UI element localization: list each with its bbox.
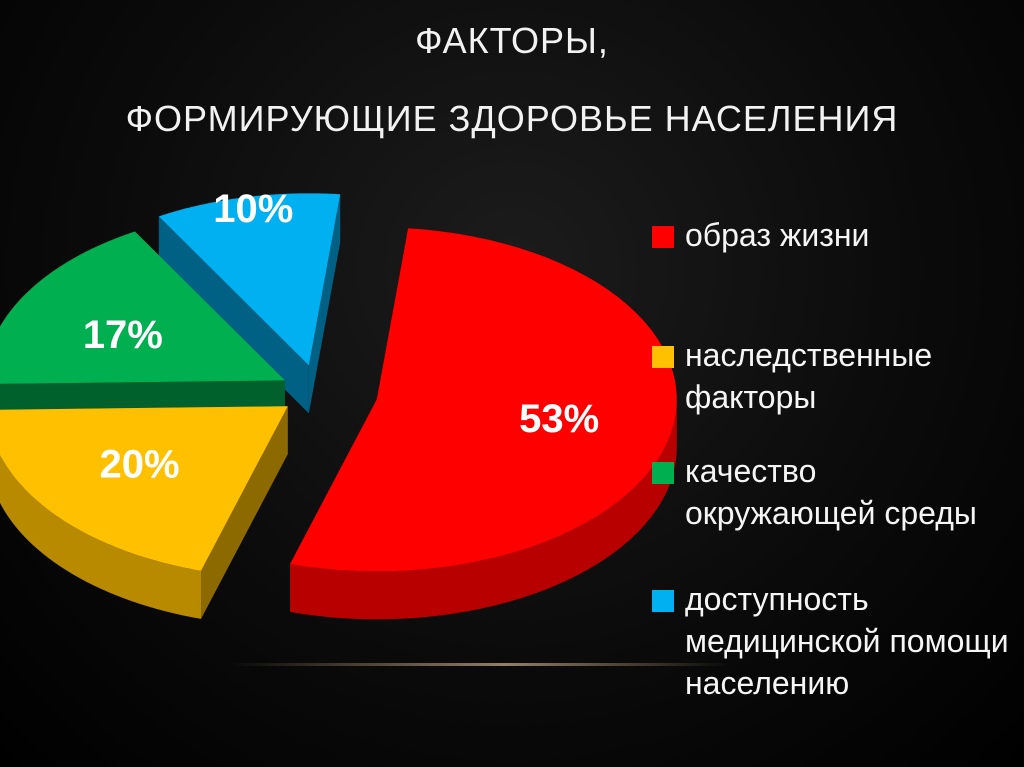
slide-title-line-2: ФОРМИРУЮЩИЕ ЗДОРОВЬЕ НАСЕЛЕНИЯ — [125, 98, 899, 139]
legend-label-heredity: наследственные факторы — [685, 337, 933, 415]
pie-slice-healthcare — [158, 193, 341, 366]
pie-slice-side-healthcare — [158, 194, 341, 414]
pie-slice-environment — [0, 231, 285, 384]
legend-item-lifestyle: образ жизни — [652, 214, 1024, 256]
legend-swatch-lifestyle — [652, 226, 674, 248]
data-label-heredity: 20% — [100, 442, 180, 486]
legend-swatch-environment — [652, 462, 674, 484]
chart-legend: образ жизни наследственные факторы качес… — [652, 214, 1024, 742]
data-label-environment: 17% — [83, 313, 163, 357]
pie-slices — [0, 193, 677, 620]
decorative-divider — [230, 663, 730, 666]
legend-item-heredity: наследственные факторы — [652, 334, 1024, 418]
legend-item-environment: качество окружающей среды — [652, 450, 1024, 534]
slide-title-line-1: ФАКТОРЫ, — [415, 20, 609, 61]
legend-swatch-healthcare — [652, 590, 674, 612]
pie-slice-heredity — [0, 406, 288, 571]
pie-slice-lifestyle — [290, 228, 677, 572]
legend-item-healthcare: доступность медицинской помощи населению — [652, 578, 1024, 704]
data-label-lifestyle: 53% — [519, 397, 599, 441]
data-label-healthcare: 10% — [213, 187, 293, 231]
legend-label-environment: качество окружающей среды — [685, 453, 977, 531]
legend-swatch-heredity — [652, 346, 674, 368]
legend-label-healthcare: доступность медицинской помощи населению — [685, 581, 1009, 701]
legend-label-lifestyle: образ жизни — [685, 217, 870, 253]
